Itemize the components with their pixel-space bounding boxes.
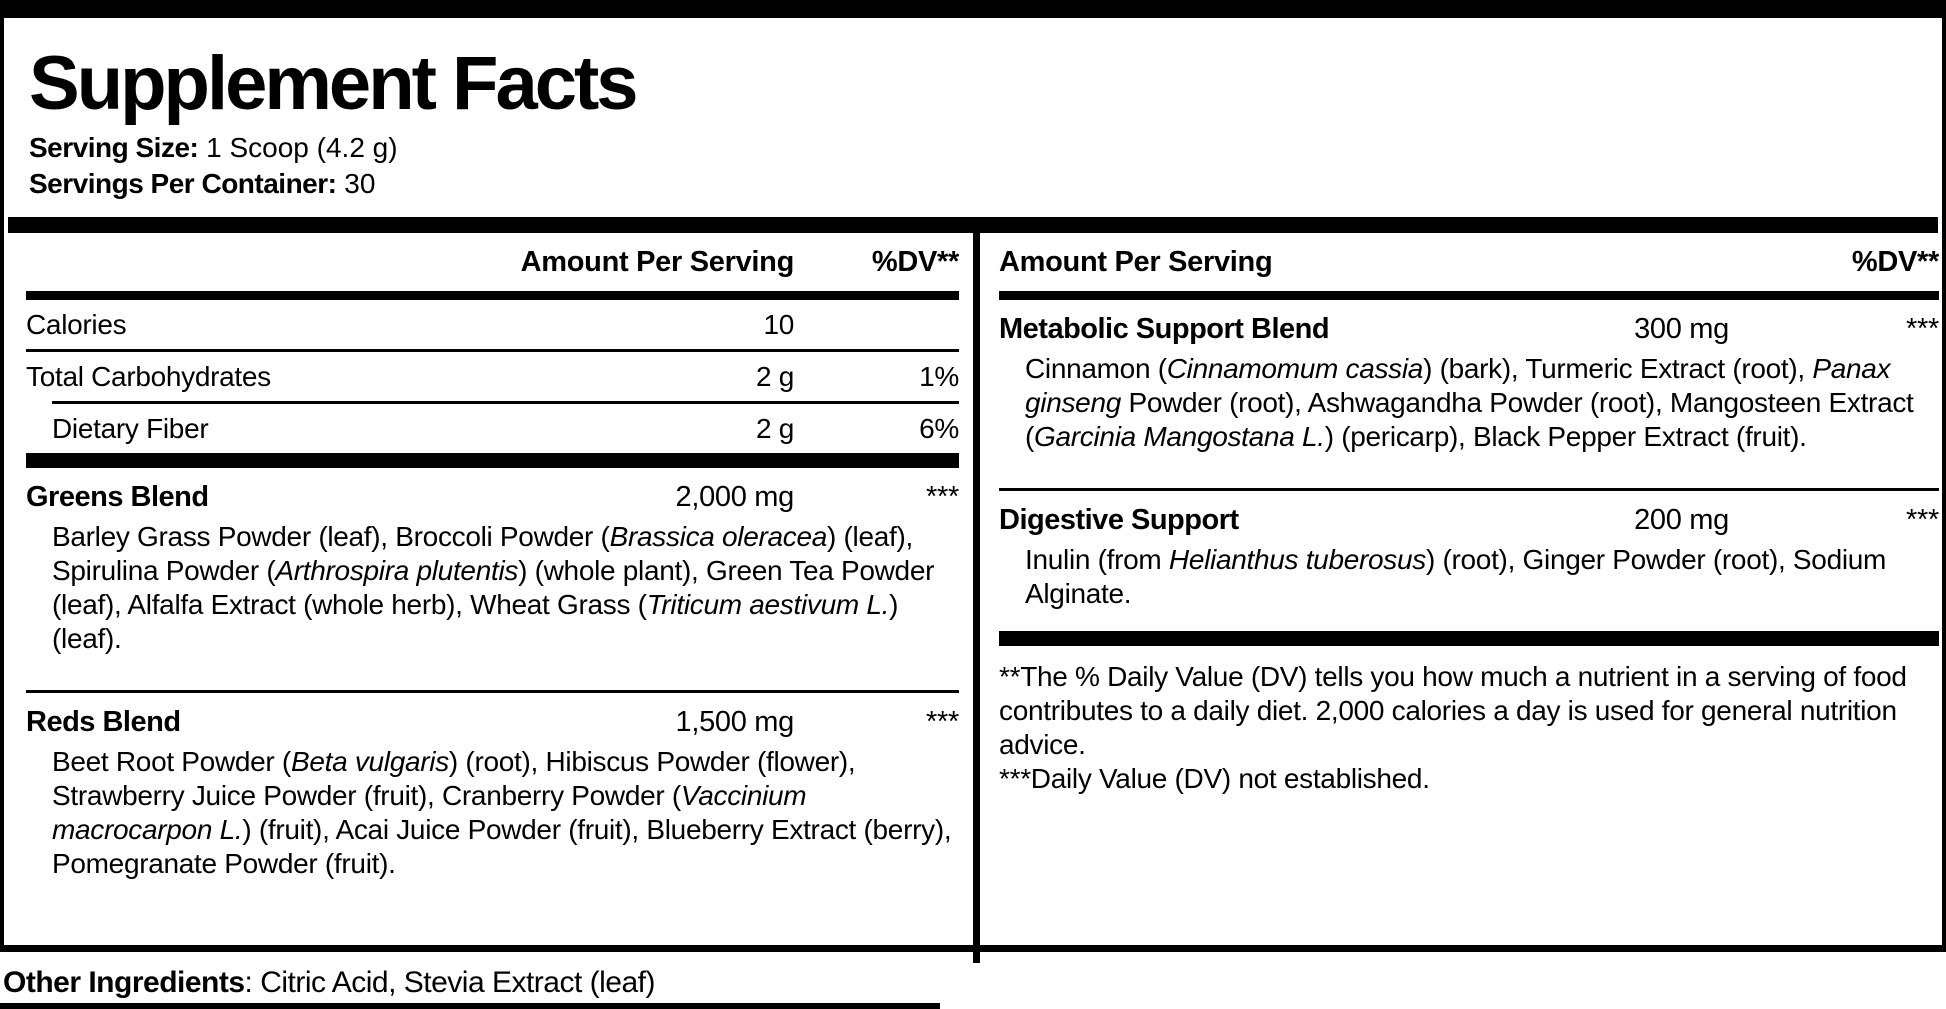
row-amount: 2 g [755,413,794,444]
blend-dv: *** [926,706,959,738]
blend-amount: 200 mg [1634,504,1729,536]
row-rule-indented [52,401,959,404]
row-amount: 2 g [755,361,794,392]
left-header-row: Amount Per Serving %DV** [26,233,960,291]
blend-name: Metabolic Support Blend [999,313,1330,345]
row-amount: 10 [763,309,794,340]
table-row-total-carbohydrates: Total Carbohydrates 2 g 1% [26,352,959,401]
other-ingredients-label: Other Ingredients [3,966,245,999]
row-rule [26,349,959,352]
row-rule [26,690,959,693]
blend-name: Digestive Support [999,504,1239,536]
table-row-calories: Calories 10 [26,300,959,349]
label-panel: Supplement Facts Serving Size: 1 Scoop (… [0,0,1946,963]
blend-ingredients: Beet Root Powder (Beta vulgaris) (root),… [52,746,952,879]
row-rule [999,488,1939,491]
blend-name: Reds Blend [26,706,181,738]
table-row-dietary-fiber: Dietary Fiber 2 g 6% [26,404,959,453]
daily-value-footnote: **The % Daily Value (DV) tells you how m… [999,661,1907,760]
blend-amount: 1,500 mg [675,706,794,738]
blend-heading-row: Reds Blend 1,500 mg *** [26,693,959,739]
row-dv: 1% [919,361,959,392]
footnote-separator-bar [999,631,1939,646]
row-name: Calories [26,309,127,340]
servings-per-container-line: Servings Per Container: 30 [29,168,375,200]
servings-per-container-label: Servings Per Container: [29,168,337,199]
greens-blend-separator-bar [26,453,959,468]
blend-dv: *** [1906,313,1939,345]
footnotes: **The % Daily Value (DV) tells you how m… [999,646,1939,796]
left-header-amount: Amount Per Serving [520,245,795,278]
blend-dv: *** [1906,504,1939,536]
blend-greens: Greens Blend 2,000 mg *** Barley Grass P… [26,468,959,690]
blend-name: Greens Blend [26,481,209,513]
left-header-rule [26,291,959,300]
servings-per-container-value: 30 [336,168,376,199]
right-header-row: Amount Per Serving %DV** [999,233,1939,291]
serving-size-value: 1 Scoop (4.2 g) [198,132,398,163]
blend-ingredients: Inulin (from Helianthus tuberosus) (root… [1025,544,1887,609]
right-column: Amount Per Serving %DV** Metabolic Suppo… [999,233,1939,796]
blend-reds: Reds Blend 1,500 mg *** Beet Root Powder… [26,693,959,881]
dv-not-established-footnote: ***Daily Value (DV) not established. [999,763,1430,794]
right-header-dv: %DV** [1851,245,1939,278]
page-title: Supplement Facts [29,41,639,126]
blend-amount: 300 mg [1634,313,1729,345]
left-column: Amount Per Serving %DV** Calories 10 Tot… [26,233,959,881]
blend-metabolic-support: Metabolic Support Blend 300 mg *** Cinna… [999,300,1939,488]
blend-heading-row: Greens Blend 2,000 mg *** [26,468,959,514]
right-header-rule [999,291,1939,300]
blend-ingredients: Cinnamon (Cinnamomum cassia) (bark), Tur… [1025,353,1914,452]
row-name: Dietary Fiber [52,413,209,444]
row-name: Total Carbohydrates [26,361,271,392]
serving-size-label: Serving Size: [29,132,199,163]
blend-dv: *** [926,481,959,513]
column-divider [973,233,980,963]
other-ingredients-value: : Citric Acid, Stevia Extract (leaf) [244,966,656,999]
right-header-amount: Amount Per Serving [999,245,1273,278]
row-dv: 6% [919,413,959,444]
bottom-cutoff-bar [0,1003,940,1009]
serving-size-line: Serving Size: 1 Scoop (4.2 g) [29,132,398,164]
other-ingredients-line: Other Ingredients: Citric Acid, Stevia E… [3,966,656,1000]
top-separator-bar [8,217,1938,233]
blend-heading-row: Metabolic Support Blend 300 mg *** [999,300,1939,346]
blend-ingredients: Barley Grass Powder (leaf), Broccoli Pow… [52,521,935,654]
blend-digestive-support: Digestive Support 200 mg *** Inulin (fro… [999,491,1939,631]
blend-amount: 2,000 mg [675,481,794,513]
left-header-dv: %DV** [871,245,959,278]
blend-heading-row: Digestive Support 200 mg *** [999,491,1939,537]
